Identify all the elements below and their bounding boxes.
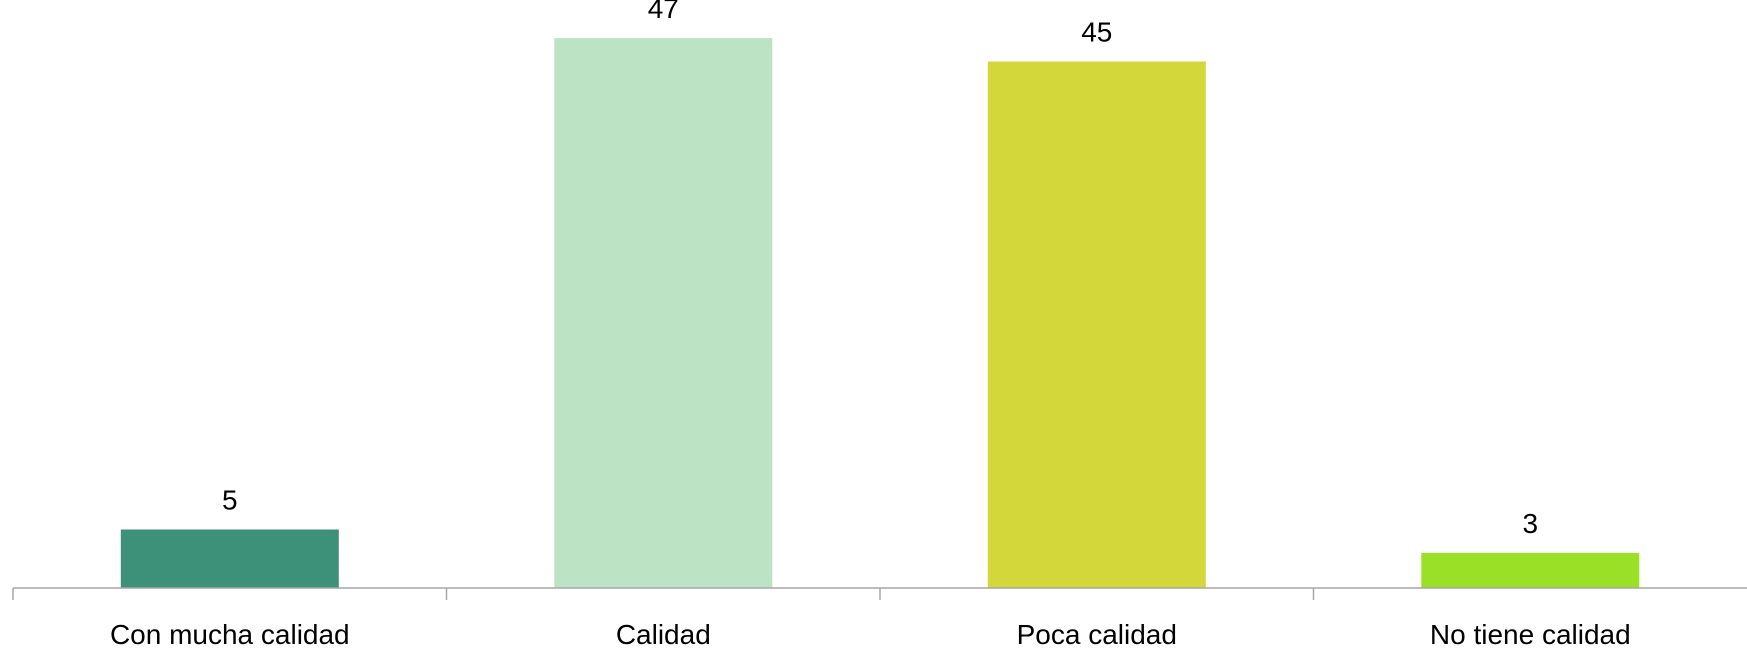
bars-group	[120, 38, 1640, 589]
bar-4	[1421, 552, 1640, 588]
x-tick-label-4: No tiene calidad	[1430, 619, 1631, 648]
x-tick-labels-group: Con mucha calidad Calidad Poca calidad No t…	[110, 619, 1631, 648]
data-label-4: 3	[1523, 508, 1539, 539]
data-label-2: 47	[648, 0, 679, 24]
data-label-1: 5	[222, 485, 238, 516]
x-tick-label-1: Con mucha calidad	[110, 619, 350, 648]
data-label-3: 45	[1081, 17, 1112, 48]
bar-3	[987, 61, 1206, 588]
bar-2	[554, 38, 773, 589]
x-axis	[12, 587, 1747, 600]
x-tick-label-2: Calidad	[616, 619, 711, 648]
data-labels-group: 5 47 45 3	[222, 0, 1538, 539]
x-tick-label-3: Poca calidad	[1017, 619, 1177, 648]
bar-1	[120, 529, 339, 588]
